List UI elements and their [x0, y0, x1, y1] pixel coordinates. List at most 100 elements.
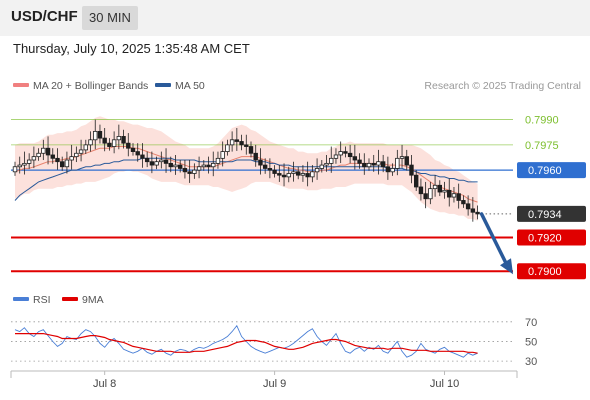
x-tick-label: Jul 8	[93, 378, 116, 390]
candle-body	[404, 156, 409, 166]
candle-body	[305, 173, 310, 178]
candle-body	[22, 162, 27, 166]
candle-body	[465, 203, 471, 210]
last-price-tag-text: 0.7934	[528, 209, 562, 221]
candle-body	[17, 164, 22, 168]
candle-body	[437, 184, 442, 193]
candle-body	[447, 189, 452, 198]
legend-bollinger-swatch	[13, 83, 29, 87]
candle-body	[277, 173, 282, 176]
resistance-label-1: 0.7975	[525, 140, 559, 152]
rsi-tick-label-50: 50	[525, 336, 537, 348]
candle-body	[149, 161, 155, 166]
candle-body	[399, 156, 405, 159]
candle-body	[97, 130, 103, 139]
candle-body	[423, 193, 428, 200]
candle-body	[357, 159, 362, 164]
candle-body	[470, 208, 476, 213]
candle-body	[248, 146, 254, 154]
candle-body	[215, 157, 221, 164]
timeframe-badge[interactable]: 30 MIN	[82, 6, 138, 30]
x-tick-label: Jul 9	[263, 378, 286, 390]
candle-body	[26, 159, 32, 164]
candle-body	[154, 161, 159, 166]
candle-body	[12, 166, 18, 173]
credit-text: Research © 2025 Trading Central	[424, 80, 581, 92]
header-bar: USD/CHF 30 MIN	[0, 0, 590, 36]
candle-body	[201, 164, 206, 168]
candle-body	[253, 152, 258, 161]
candle-body	[234, 139, 240, 142]
ma50-line	[14, 157, 478, 201]
candle-body	[177, 164, 183, 169]
candle-body	[69, 156, 74, 161]
rsi-tick-label-30: 30	[525, 356, 537, 368]
candle-body	[314, 168, 320, 173]
candle-body	[229, 139, 235, 146]
candle-body	[45, 147, 51, 156]
ma20-line	[14, 146, 478, 203]
candle-body	[418, 186, 424, 195]
moving-averages	[14, 146, 478, 203]
support-tag-text-5: 0.7900	[528, 266, 562, 278]
candle-body	[362, 162, 367, 168]
candle-body	[163, 159, 169, 164]
candle-body	[456, 193, 461, 201]
candle-body	[333, 154, 339, 159]
candle-body	[338, 151, 343, 156]
candle-body	[206, 164, 211, 168]
candle-body	[64, 159, 70, 168]
candle-body	[451, 193, 457, 198]
candle-body	[291, 171, 296, 174]
candle-body	[107, 142, 112, 147]
projection	[479, 212, 513, 275]
legend-9ma-swatch	[62, 297, 78, 301]
symbol-label: USD/CHF	[11, 8, 78, 25]
bollinger-fill	[15, 116, 478, 221]
candle-body	[116, 136, 122, 141]
candle-body	[83, 144, 88, 151]
legend-rsi-swatch	[13, 297, 29, 301]
candle-body	[352, 156, 358, 161]
candle-body	[220, 151, 225, 159]
legend-rsi-label: RSI	[33, 294, 51, 306]
candle-body	[78, 149, 84, 154]
timestamp: Thursday, July 10, 2025 1:35:48 AM CET	[13, 41, 250, 56]
candle-body	[173, 164, 178, 168]
support-tag-5	[517, 263, 586, 280]
candle-body	[442, 189, 447, 193]
candle-body	[144, 157, 150, 163]
legend-9ma-label: 9MA	[82, 294, 104, 306]
candle-body	[140, 154, 145, 159]
candle-body	[347, 152, 353, 158]
candle-body	[475, 211, 480, 215]
pivot-tag-text: 0.7960	[528, 165, 562, 177]
candle-body	[324, 162, 329, 166]
candle-body	[376, 161, 381, 166]
legend-bollinger-label: MA 20 + Bollinger Bands	[33, 80, 148, 92]
candle-body	[41, 147, 46, 154]
candle-body	[295, 171, 301, 176]
rsi-9ma-line	[15, 333, 478, 354]
candle-body	[196, 166, 202, 171]
candle-body	[390, 168, 395, 173]
candle-body	[88, 139, 93, 146]
candle-body	[319, 164, 324, 169]
candle-body	[111, 139, 117, 147]
candle-body	[168, 162, 173, 168]
candle-body	[461, 200, 466, 205]
candle-body	[262, 164, 268, 169]
candle-body	[211, 162, 216, 168]
candle-body	[244, 144, 249, 147]
legend-ma50-swatch	[155, 83, 171, 87]
candle-body	[329, 157, 334, 164]
candle-body	[50, 154, 55, 159]
candle-body	[126, 142, 131, 149]
candle-body	[281, 174, 287, 178]
resistance-label-0: 0.7990	[525, 115, 559, 127]
candle-body	[187, 171, 192, 174]
candle-body	[55, 157, 60, 163]
candle-body	[182, 168, 188, 173]
